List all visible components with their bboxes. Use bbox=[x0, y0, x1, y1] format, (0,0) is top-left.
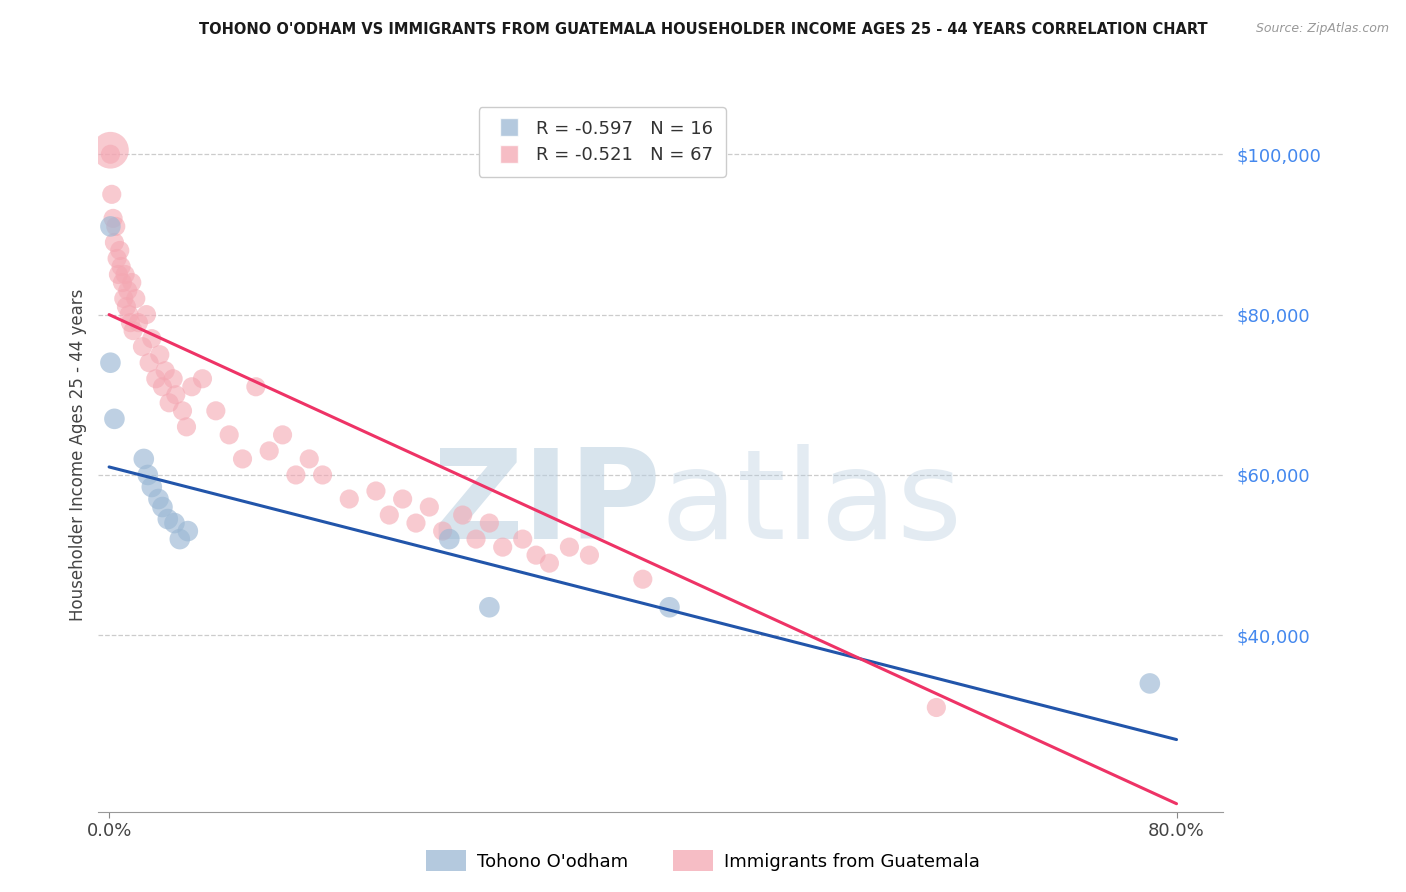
Point bbox=[103, 412, 125, 426]
Text: TOHONO O'ODHAM VS IMMIGRANTS FROM GUATEMALA HOUSEHOLDER INCOME AGES 25 - 44 YEAR: TOHONO O'ODHAM VS IMMIGRANTS FROM GUATEM… bbox=[198, 22, 1208, 37]
Point bbox=[100, 147, 122, 161]
Point bbox=[172, 404, 194, 418]
Point bbox=[245, 380, 267, 394]
Point bbox=[100, 356, 122, 370]
Point bbox=[298, 451, 321, 466]
Point bbox=[138, 356, 160, 370]
Point bbox=[257, 444, 280, 458]
Point bbox=[157, 396, 180, 410]
Point bbox=[141, 332, 163, 346]
Point bbox=[538, 556, 561, 570]
Point bbox=[1139, 676, 1161, 690]
Point bbox=[127, 316, 149, 330]
Point bbox=[205, 404, 228, 418]
Point bbox=[176, 420, 198, 434]
Legend: R = -0.597   N = 16, R = -0.521   N = 67: R = -0.597 N = 16, R = -0.521 N = 67 bbox=[478, 107, 725, 177]
Point bbox=[405, 516, 427, 530]
Point bbox=[101, 211, 124, 226]
Point bbox=[658, 600, 681, 615]
Point bbox=[107, 268, 129, 282]
Legend: Tohono O'odham, Immigrants from Guatemala: Tohono O'odham, Immigrants from Guatemal… bbox=[419, 843, 987, 879]
Point bbox=[148, 491, 170, 506]
Point bbox=[478, 600, 501, 615]
Point bbox=[141, 480, 163, 494]
Point bbox=[100, 187, 122, 202]
Point bbox=[136, 467, 159, 482]
Point bbox=[218, 428, 240, 442]
Text: atlas: atlas bbox=[661, 444, 963, 566]
Point bbox=[118, 308, 141, 322]
Point bbox=[631, 572, 654, 586]
Point bbox=[418, 500, 440, 514]
Text: Source: ZipAtlas.com: Source: ZipAtlas.com bbox=[1256, 22, 1389, 36]
Point bbox=[117, 284, 139, 298]
Point bbox=[451, 508, 474, 522]
Point bbox=[153, 364, 176, 378]
Point bbox=[112, 292, 135, 306]
Point bbox=[492, 540, 515, 554]
Point bbox=[122, 324, 145, 338]
Point bbox=[337, 491, 360, 506]
Point bbox=[125, 292, 148, 306]
Text: ZIP: ZIP bbox=[432, 444, 661, 566]
Point bbox=[100, 219, 122, 234]
Point bbox=[162, 372, 184, 386]
Point bbox=[108, 244, 131, 258]
Point bbox=[156, 512, 179, 526]
Point bbox=[432, 524, 454, 538]
Point bbox=[391, 491, 413, 506]
Point bbox=[131, 340, 153, 354]
Point bbox=[100, 143, 122, 157]
Point bbox=[231, 451, 253, 466]
Point bbox=[558, 540, 581, 554]
Point bbox=[110, 260, 132, 274]
Point bbox=[165, 388, 187, 402]
Point bbox=[439, 532, 461, 546]
Point bbox=[524, 548, 547, 562]
Point bbox=[177, 524, 200, 538]
Point bbox=[121, 276, 143, 290]
Point bbox=[465, 532, 488, 546]
Point bbox=[104, 219, 127, 234]
Point bbox=[120, 316, 142, 330]
Point bbox=[115, 300, 138, 314]
Point bbox=[114, 268, 136, 282]
Point bbox=[149, 348, 172, 362]
Point bbox=[132, 451, 155, 466]
Point bbox=[103, 235, 125, 250]
Point bbox=[578, 548, 600, 562]
Point bbox=[271, 428, 294, 442]
Point bbox=[135, 308, 157, 322]
Point bbox=[169, 532, 191, 546]
Point bbox=[145, 372, 167, 386]
Point bbox=[925, 700, 948, 714]
Point bbox=[152, 500, 174, 514]
Point bbox=[512, 532, 534, 546]
Point bbox=[152, 380, 174, 394]
Y-axis label: Householder Income Ages 25 - 44 years: Householder Income Ages 25 - 44 years bbox=[69, 289, 87, 621]
Point bbox=[191, 372, 214, 386]
Point bbox=[284, 467, 307, 482]
Point bbox=[111, 276, 134, 290]
Point bbox=[180, 380, 202, 394]
Point bbox=[478, 516, 501, 530]
Point bbox=[378, 508, 401, 522]
Point bbox=[163, 516, 186, 530]
Point bbox=[311, 467, 333, 482]
Point bbox=[105, 252, 128, 266]
Point bbox=[364, 483, 387, 498]
